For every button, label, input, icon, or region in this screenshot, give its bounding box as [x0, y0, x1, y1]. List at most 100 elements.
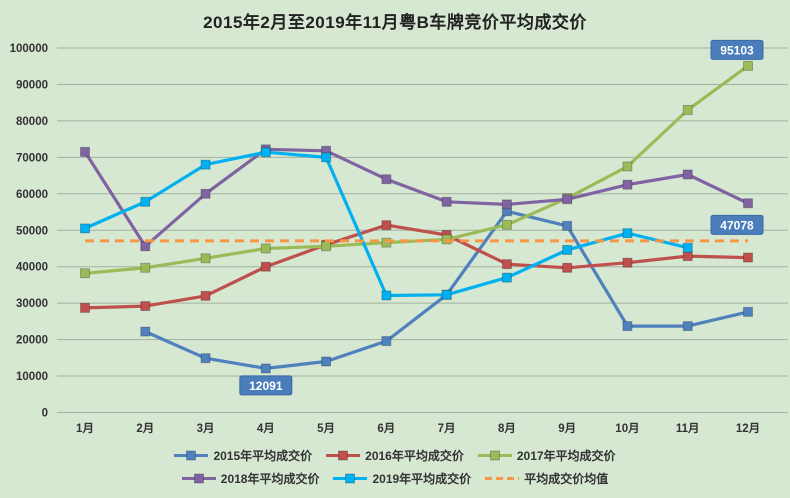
legend-marker-icon	[174, 450, 209, 460]
legend-row: 2015年平均成交价 2016年平均成交价 2017年平均成交价	[174, 445, 616, 465]
data-point-marker	[562, 262, 573, 273]
data-point-marker	[80, 268, 90, 279]
data-point-marker	[381, 290, 392, 301]
data-point-marker	[381, 336, 392, 347]
data-point-marker	[682, 169, 693, 180]
legend-label: 2017年平均成交价	[516, 448, 616, 463]
chart-legend: 2015年平均成交价 2016年平均成交价 2017年平均成交价 2018年平均成交价…	[0, 445, 790, 488]
data-label-box	[710, 214, 764, 235]
data-point-marker	[622, 179, 633, 190]
data-label-value: 47078	[720, 218, 754, 232]
data-point-marker	[501, 219, 512, 230]
data-point-marker	[501, 272, 512, 283]
legend-label: 2019年平均成交价	[372, 471, 472, 486]
data-point-marker	[200, 159, 211, 170]
y-axis-tick-label: 100000	[10, 43, 48, 55]
data-point-marker	[80, 223, 90, 234]
data-point-marker	[622, 228, 633, 239]
data-point-marker	[622, 257, 633, 268]
data-point-marker	[562, 194, 573, 205]
series-line-2016年平均成交价	[84, 223, 749, 310]
data-point-marker	[562, 244, 573, 255]
x-axis-tick-label: 9月	[558, 422, 576, 435]
data-point-marker	[200, 253, 211, 264]
y-axis-tick-label: 0	[42, 408, 48, 420]
data-point-marker	[562, 220, 573, 231]
data-point-marker	[260, 261, 271, 272]
data-point-marker	[200, 188, 211, 199]
legend-row: 2018年平均成交价 2019年平均成交价 平均成交价均值	[181, 468, 608, 488]
data-point-marker	[622, 161, 633, 172]
chart-plot-area: 0 10000 20000 30000 40000 50000 60000 70000 8000…	[10, 39, 788, 435]
data-point-marker	[742, 252, 753, 263]
x-axis-tick-label: 6月	[377, 422, 395, 435]
data-point-marker	[441, 289, 452, 300]
x-axis-tick-label: 8月	[498, 422, 516, 435]
data-point-marker	[140, 262, 151, 273]
y-axis-tick-label: 70000	[16, 152, 48, 164]
data-point-marker	[441, 234, 452, 245]
y-axis-tick-label: 10000	[16, 371, 48, 383]
data-point-marker	[742, 60, 753, 71]
data-point-marker	[321, 356, 332, 367]
data-point-marker	[260, 243, 271, 254]
data-point-marker	[682, 251, 693, 262]
legend-item-2018年平均成交价: 2018年平均成交价	[181, 470, 320, 487]
x-axis-tick-label: 1月	[76, 422, 94, 435]
data-point-marker	[80, 146, 90, 157]
legend-marker-icon	[477, 450, 512, 460]
data-point-marker	[742, 198, 753, 209]
data-label-box	[239, 375, 293, 396]
legend-item-2015年平均成交价: 2015年平均成交价	[174, 447, 312, 464]
legend-label: 2018年平均成交价	[220, 471, 320, 486]
data-point-marker	[321, 152, 332, 163]
data-point-marker	[140, 326, 151, 337]
x-axis-tick-label: 3月	[197, 422, 215, 435]
legend-marker-icon	[485, 476, 520, 480]
y-axis-tick-label: 40000	[16, 262, 48, 274]
data-point-marker	[501, 259, 512, 270]
data-point-marker	[501, 199, 512, 210]
legend-marker-icon	[333, 473, 368, 483]
x-axis-tick-label: 12月	[736, 422, 760, 435]
data-point-marker	[381, 237, 392, 248]
legend-item-平均成交价均值: 平均成交价均值	[485, 470, 608, 487]
legend-label: 2016年平均成交价	[365, 448, 464, 463]
data-point-marker	[140, 241, 151, 252]
legend-item-2016年平均成交价: 2016年平均成交价	[326, 447, 464, 464]
x-axis-tick-label: 7月	[438, 422, 456, 435]
data-point-marker	[682, 104, 693, 115]
data-point-marker	[260, 147, 271, 158]
legend-item-2019年平均成交价: 2019年平均成交价	[333, 470, 471, 487]
data-point-marker	[140, 196, 151, 207]
y-axis-tick-label: 90000	[16, 79, 48, 91]
y-axis-tick-label: 30000	[16, 298, 48, 310]
x-axis-tick-label: 2月	[136, 422, 154, 435]
data-point-marker	[381, 174, 392, 185]
x-axis-tick-label: 5月	[317, 422, 335, 435]
data-label-value: 95103	[720, 43, 754, 57]
data-point-marker	[622, 321, 633, 332]
legend-label: 2015年平均成交价	[213, 448, 313, 463]
data-point-marker	[321, 241, 332, 252]
data-label-box	[710, 39, 764, 60]
data-point-marker	[682, 242, 693, 253]
data-point-marker	[200, 290, 211, 301]
data-label-value: 12091	[249, 379, 283, 393]
data-point-marker	[381, 220, 392, 231]
data-point-marker	[742, 306, 753, 317]
chart-title: 2015年2月至2019年11月粤B车牌竞价平均成交价	[203, 13, 587, 32]
y-axis-tick-label: 80000	[16, 116, 48, 128]
data-point-marker	[80, 302, 90, 313]
legend-label: 平均成交价均值	[524, 471, 609, 486]
y-axis-tick-label: 50000	[16, 225, 48, 237]
legend-marker-icon	[181, 473, 216, 483]
data-point-marker	[140, 301, 151, 312]
y-axis-tick-label: 60000	[16, 189, 48, 201]
data-point-marker	[441, 196, 452, 207]
series-line-2018年平均成交价	[83, 147, 749, 248]
x-axis-tick-label: 11月	[676, 422, 700, 435]
x-axis-tick-label: 4月	[257, 422, 275, 435]
y-axis-tick-label: 20000	[16, 335, 48, 347]
